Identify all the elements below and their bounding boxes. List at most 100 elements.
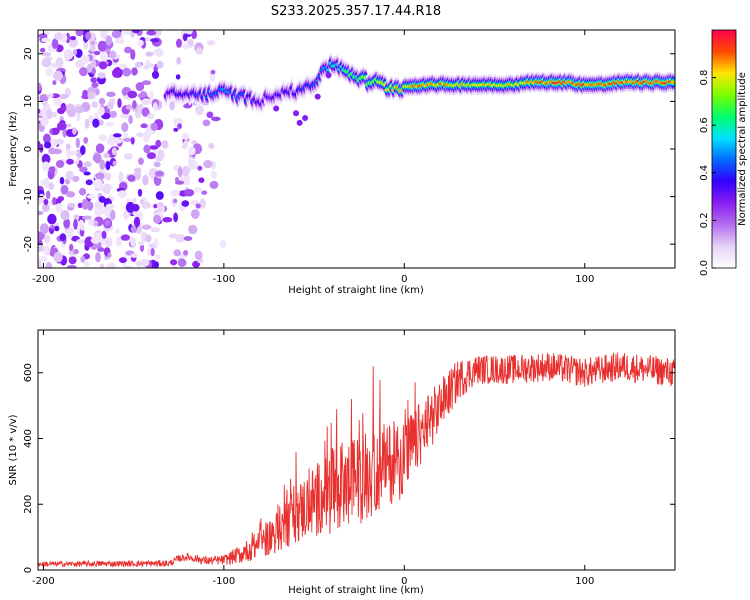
spectrogram-speckle: [155, 191, 164, 200]
spectrogram-speckle: [176, 38, 182, 48]
spectrogram-speckle: [112, 160, 117, 166]
spectrogram-speckle: [168, 233, 178, 239]
spectrogram-speckle: [199, 198, 206, 209]
spectrogram-speckle: [105, 160, 111, 171]
spectrogram-speckle: [86, 194, 96, 200]
spectrogram-speckle: [45, 67, 54, 77]
spectrogram-speckle: [41, 153, 51, 165]
spectrogram-speckle: [210, 170, 217, 179]
spectrogram-speckle: [161, 140, 169, 149]
spectrogram-speckle: [38, 256, 48, 262]
spectrogram-speckle: [122, 67, 132, 77]
spectrogram-speckle: [90, 77, 97, 83]
spectrogram-speckle: [38, 244, 45, 252]
spectrogram-speckle: [38, 259, 42, 268]
spectrogram-speckle: [155, 139, 162, 148]
colorbar-tick-label: 0.0: [699, 260, 710, 276]
spectrogram-speckle: [132, 30, 140, 34]
snr-ytick-label: 0: [23, 567, 34, 573]
spectrogram-speckle: [105, 35, 113, 46]
spectrogram-speckle: [187, 146, 196, 156]
spectrogram-speckle: [150, 247, 155, 257]
spectrogram-speckle: [145, 51, 154, 57]
spectrogram-speckle: [69, 36, 77, 41]
spectrogram-speckle: [103, 152, 110, 159]
spectrogram-speckle: [149, 90, 154, 101]
spectrogram-xtick-label: -100: [213, 274, 236, 285]
spectrogram-speckle: [123, 210, 130, 219]
spectrogram-speckle: [119, 114, 129, 119]
spectrogram-speckle: [44, 234, 51, 244]
spectrogram-speckle: [67, 228, 73, 240]
chart-title: S233.2025.357.17.44.R18: [271, 4, 441, 19]
spectrogram-speckle: [135, 169, 141, 181]
spectrogram-speckle: [95, 143, 105, 154]
spectrogram-speckle: [188, 224, 198, 235]
spectrogram-speckle: [46, 109, 53, 120]
spectrogram-speckle: [107, 101, 114, 111]
spectrogram-speckle: [99, 159, 106, 170]
spectrogram-speckle: [137, 240, 145, 246]
spectrogram-ytick-label: 20: [23, 47, 34, 60]
spectrogram-speckle: [144, 36, 152, 42]
spectrogram-speckle: [112, 68, 122, 78]
spectrogram-speckle: [75, 30, 84, 37]
spectrogram-ridge-cell: [670, 80, 675, 84]
spectrogram-speckle: [47, 213, 57, 225]
spectrogram-speckle: [131, 67, 138, 76]
spectrogram-speckle: [208, 142, 215, 149]
snr-xlabel: Height of straight line (km): [288, 585, 424, 596]
snr-series-line: [38, 352, 675, 568]
spectrogram-speckle: [117, 190, 128, 198]
spectrogram-speckle: [148, 168, 158, 179]
spectrogram-speckle: [40, 116, 49, 127]
spectrogram-speckle: [206, 40, 216, 46]
spectrogram-speckle: [43, 141, 52, 149]
snr-xtick-label: 100: [575, 576, 594, 587]
spectrogram-speckle: [111, 30, 122, 39]
spectrogram-speckle: [137, 188, 143, 197]
spectrogram-speckle: [140, 258, 150, 267]
spectrogram-speckle: [38, 152, 42, 158]
spectrogram-speckle: [211, 116, 221, 122]
spectrogram-speckle: [153, 238, 159, 247]
spectrogram-speckle: [46, 93, 54, 98]
spectrogram-speckle: [66, 265, 77, 268]
spectrogram-speckle: [150, 122, 158, 131]
spectrogram-speckle: [121, 122, 129, 133]
spectrogram-speckle: [124, 265, 133, 268]
spectrogram-speckle: [72, 175, 80, 182]
spectrogram-speckle: [184, 174, 191, 186]
snr-ytick-label: 200: [23, 495, 34, 514]
spectrogram-speckle: [113, 133, 122, 138]
spectrogram-speckle: [171, 264, 177, 268]
spectrogram-speckle: [83, 40, 89, 50]
spectrogram-speckle: [151, 70, 160, 79]
spectrogram-speckle: [104, 219, 111, 227]
spectrogram-speckle: [154, 161, 161, 167]
spectrogram-ytick-label: -10: [23, 188, 34, 204]
spectrogram-speckle: [83, 171, 91, 176]
spectrogram-speckle: [60, 185, 69, 195]
spectrogram-speckle: [155, 48, 164, 58]
spectrogram-speckle: [83, 261, 90, 267]
spectrogram-speckle: [77, 202, 83, 208]
spectrogram-ylabel: Frequency (Hz): [8, 111, 19, 187]
spectrogram-xtick-label: 0: [401, 274, 407, 285]
spectrogram-speckle: [98, 61, 108, 70]
spectrogram-speckle: [111, 147, 117, 156]
spectrogram-speckle: [177, 166, 183, 178]
spectrogram-speckle: [136, 132, 144, 138]
spectrogram-speckle: [42, 161, 50, 172]
spectrogram-speckle: [118, 257, 127, 263]
spectrogram-speckle: [154, 170, 164, 177]
spectrogram-ytick-label: 10: [23, 95, 34, 108]
spectrogram-speckle: [38, 231, 43, 242]
spectrogram-speckle: [38, 108, 41, 114]
spectrogram-speckle: [132, 100, 137, 109]
spectrogram-speckle: [78, 187, 87, 196]
spectrogram-speckle: [55, 138, 64, 145]
spectrogram-speckle: [136, 39, 144, 47]
